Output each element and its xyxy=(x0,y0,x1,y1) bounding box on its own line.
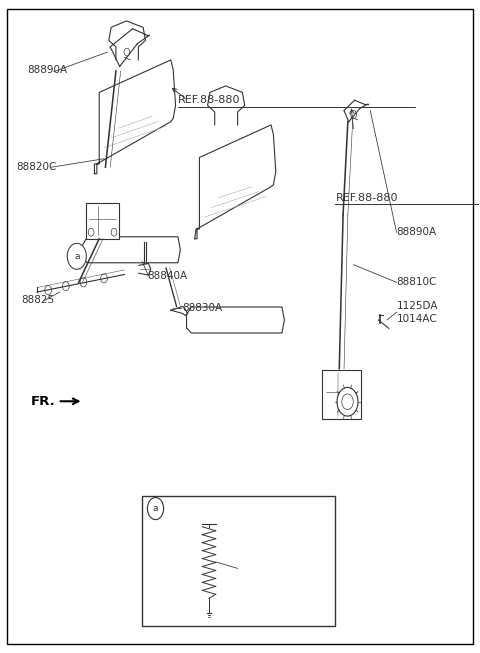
Text: 88840A: 88840A xyxy=(147,271,187,281)
Text: 88830A: 88830A xyxy=(182,303,222,313)
Circle shape xyxy=(111,229,117,236)
Circle shape xyxy=(101,274,108,283)
Circle shape xyxy=(45,285,51,295)
Text: REF.88-880: REF.88-880 xyxy=(178,95,240,105)
Text: 1014AC: 1014AC xyxy=(396,313,437,324)
Text: 88820C: 88820C xyxy=(17,162,57,172)
Text: a: a xyxy=(153,504,158,513)
Bar xyxy=(86,203,119,239)
Circle shape xyxy=(88,229,94,236)
Text: REF.88-880: REF.88-880 xyxy=(336,193,398,202)
Text: 1125DA: 1125DA xyxy=(396,300,438,311)
Circle shape xyxy=(62,281,69,291)
Text: 88825: 88825 xyxy=(22,296,55,306)
Text: 88847: 88847 xyxy=(269,564,302,573)
Circle shape xyxy=(80,278,87,287)
Circle shape xyxy=(351,110,357,118)
Circle shape xyxy=(67,244,86,269)
Bar xyxy=(142,496,336,626)
Circle shape xyxy=(147,498,164,520)
Circle shape xyxy=(337,387,358,416)
Circle shape xyxy=(124,48,130,56)
Text: 88890A: 88890A xyxy=(396,227,437,237)
Text: 88810C: 88810C xyxy=(396,278,437,287)
Bar xyxy=(322,370,361,419)
Text: FR.: FR. xyxy=(31,395,56,407)
Circle shape xyxy=(342,394,353,409)
Text: 88890A: 88890A xyxy=(28,65,68,74)
Text: a: a xyxy=(74,253,80,261)
